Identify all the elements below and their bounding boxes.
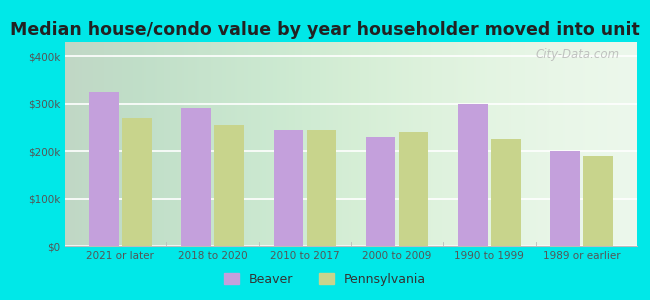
Bar	[181, 108, 211, 246]
Bar	[458, 104, 488, 246]
Text: City-Data.com: City-Data.com	[536, 48, 620, 61]
Bar	[214, 125, 244, 246]
Bar	[551, 151, 580, 246]
Bar	[122, 118, 151, 246]
Legend: Beaver, Pennsylvania: Beaver, Pennsylvania	[219, 268, 431, 291]
Bar	[89, 92, 118, 246]
Text: Median house/condo value by year householder moved into unit: Median house/condo value by year househo…	[10, 21, 640, 39]
Bar	[274, 130, 303, 246]
Bar	[491, 139, 521, 246]
Bar	[366, 137, 395, 246]
Bar	[307, 130, 336, 246]
Bar	[399, 132, 428, 246]
Bar	[584, 156, 613, 246]
